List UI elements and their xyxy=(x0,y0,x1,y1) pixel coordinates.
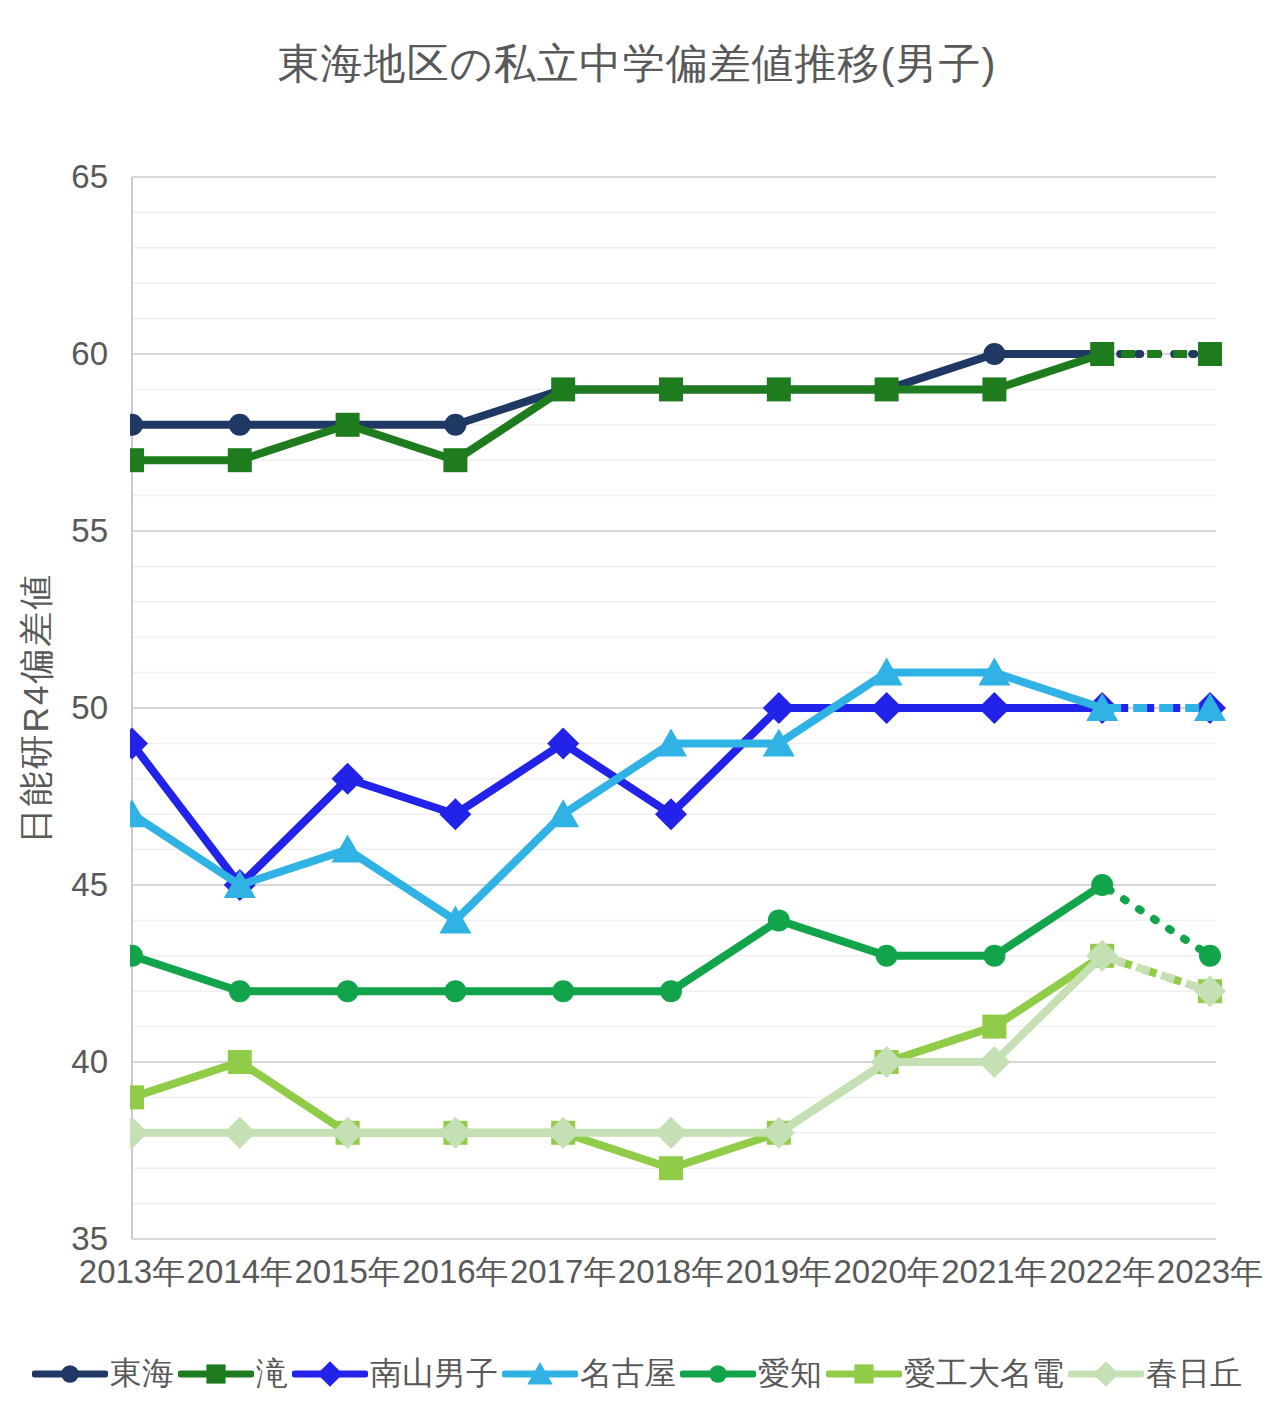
square-marker xyxy=(228,448,252,472)
square-marker xyxy=(130,448,144,472)
series-kasugaoka xyxy=(130,940,1226,1149)
y-tick-label: 40 xyxy=(0,1042,108,1082)
legend-item-nagoya: 名古屋 xyxy=(502,1352,676,1396)
series-line xyxy=(132,708,1102,885)
square-marker xyxy=(130,1085,144,1109)
triangle-marker xyxy=(130,799,148,827)
y-tick-label: 45 xyxy=(0,865,108,905)
diamond-marker xyxy=(1093,1361,1119,1387)
legend-item-kasugaoka: 春日丘 xyxy=(1068,1352,1242,1396)
circle-marker xyxy=(552,980,574,1002)
square-marker xyxy=(854,1364,873,1383)
legend-marker-triangle-icon xyxy=(502,1356,578,1392)
circle-marker xyxy=(61,1365,79,1383)
circle-marker xyxy=(983,945,1005,967)
legend-label: 春日丘 xyxy=(1146,1352,1242,1396)
legend-marker-circle-icon xyxy=(680,1356,756,1392)
series-line xyxy=(132,885,1102,991)
diamond-marker xyxy=(978,692,1010,724)
y-tick-label: 55 xyxy=(0,511,108,551)
legend-label: 名古屋 xyxy=(580,1352,676,1396)
circle-marker xyxy=(444,980,466,1002)
circle-marker xyxy=(1091,874,1113,896)
triangle-marker xyxy=(332,835,364,863)
legend-label: 南山男子 xyxy=(370,1352,498,1396)
square-marker xyxy=(982,1015,1006,1039)
legend-marker-diamond-icon xyxy=(292,1356,368,1392)
square-marker xyxy=(659,1156,683,1180)
legend-item-aikodai-meiden: 愛工大名電 xyxy=(826,1352,1064,1396)
circle-marker xyxy=(983,343,1005,365)
square-marker xyxy=(206,1364,225,1383)
square-marker xyxy=(443,448,467,472)
legend-label: 東海 xyxy=(110,1352,174,1396)
chart-title: 東海地区の私立中学偏差値推移(男子) xyxy=(0,36,1274,92)
legend-item-nanzan-danshi: 南山男子 xyxy=(292,1352,498,1396)
diamond-marker xyxy=(224,1117,256,1149)
legend-label: 愛工大名電 xyxy=(904,1352,1064,1396)
square-marker xyxy=(659,377,683,401)
y-tick-label: 50 xyxy=(0,688,108,728)
square-marker xyxy=(875,377,899,401)
plot-area xyxy=(130,170,1234,1260)
series-line xyxy=(132,956,1102,1133)
circle-marker xyxy=(660,980,682,1002)
diamond-marker xyxy=(655,1117,687,1149)
circle-marker xyxy=(130,945,143,967)
circle-marker xyxy=(1199,945,1221,967)
x-tick-label: 2023年 xyxy=(1135,1252,1274,1292)
circle-marker xyxy=(229,414,251,436)
circle-marker xyxy=(768,909,790,931)
legend-label: 愛知 xyxy=(758,1352,822,1396)
circle-marker xyxy=(709,1365,727,1383)
legend-item-taki: 滝 xyxy=(178,1352,288,1396)
legend-marker-diamond-icon xyxy=(1068,1356,1144,1392)
legend-label: 滝 xyxy=(256,1352,288,1396)
square-marker xyxy=(336,413,360,437)
circle-marker xyxy=(444,414,466,436)
circle-marker xyxy=(229,980,251,1002)
square-marker xyxy=(767,377,791,401)
diamond-marker xyxy=(871,692,903,724)
series-nagoya xyxy=(130,658,1226,934)
legend-item-aichi: 愛知 xyxy=(680,1352,822,1396)
series-taki xyxy=(130,342,1222,472)
legend-marker-square-icon xyxy=(178,1356,254,1392)
legend-item-tokai: 東海 xyxy=(32,1352,174,1396)
square-marker xyxy=(551,377,575,401)
square-marker xyxy=(228,1050,252,1074)
legend-marker-square-icon xyxy=(826,1356,902,1392)
circle-marker xyxy=(876,945,898,967)
circle-marker xyxy=(130,414,143,436)
diamond-marker xyxy=(317,1361,343,1387)
circle-marker xyxy=(337,980,359,1002)
y-tick-label: 65 xyxy=(0,157,108,197)
legend: 東海 滝 南山男子 名古屋 愛知 愛工大名電 春日丘 xyxy=(0,1352,1274,1396)
square-marker xyxy=(1090,342,1114,366)
legend-marker-circle-icon xyxy=(32,1356,108,1392)
square-marker xyxy=(982,377,1006,401)
y-tick-label: 60 xyxy=(0,334,108,374)
diamond-marker xyxy=(130,1117,148,1149)
square-marker xyxy=(1198,342,1222,366)
